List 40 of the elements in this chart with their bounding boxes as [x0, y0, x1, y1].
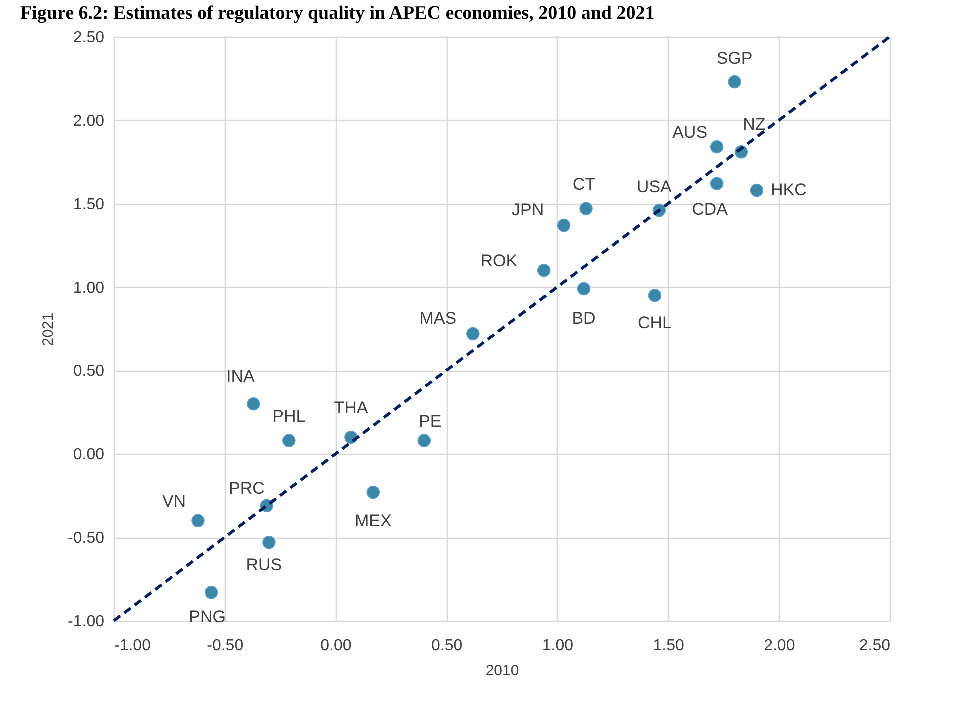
annotation: CHL — [638, 314, 672, 333]
y-tick-label: 2.00 — [73, 112, 105, 130]
y-tick-label: -0.50 — [68, 530, 105, 548]
annotation: AUS — [672, 123, 708, 142]
y-tick-label: 1.50 — [73, 196, 105, 214]
annotation: PRC — [229, 478, 265, 498]
annotation: MAS — [420, 309, 457, 328]
annotation: PHL — [272, 406, 306, 426]
x-tick-label: -1.00 — [114, 638, 152, 654]
annotation: BD — [572, 308, 596, 328]
annotation: RUS — [246, 556, 282, 575]
annotation: SGP — [716, 49, 753, 68]
x-tick-label: 0.00 — [320, 638, 352, 654]
y-tick-label: 0.00 — [73, 446, 105, 464]
annotation: USA — [636, 178, 673, 197]
x-tick-label: 1.50 — [653, 638, 684, 654]
y-tick-label: 0.50 — [73, 363, 105, 380]
annotation: THA — [334, 398, 369, 418]
y-tick-label: -1.00 — [68, 614, 105, 630]
annotation: ROK — [480, 252, 518, 271]
x-tick-label: -0.50 — [207, 638, 244, 654]
x-tick-label: 1.00 — [542, 638, 574, 654]
x-tick-label: 2.00 — [764, 638, 796, 654]
annotation: CT — [572, 174, 596, 194]
annotation: JPN — [512, 200, 544, 220]
annotation: CDA — [692, 200, 729, 219]
x-tick-label: 2.50 — [859, 638, 891, 654]
y-axis-title: 2021 — [40, 312, 58, 346]
annotation: INA — [226, 367, 256, 386]
annotation: MEX — [354, 512, 392, 531]
annotation: VN — [162, 492, 186, 511]
annotation: PE — [419, 412, 442, 431]
annotation: PNG — [189, 608, 226, 627]
y-tick-label: 1.00 — [73, 280, 105, 297]
x-tick-label: 0.50 — [432, 638, 463, 654]
y-tick-label: 2.50 — [73, 30, 105, 46]
annotation: HKC — [771, 180, 807, 200]
annotation: NZ — [743, 115, 766, 134]
chart-title: Figure 6.2: Estimates of regulatory quality in APEC economies, 2010 and 2021 — [20, 3, 655, 24]
x-axis-title: 2010 — [486, 662, 520, 680]
